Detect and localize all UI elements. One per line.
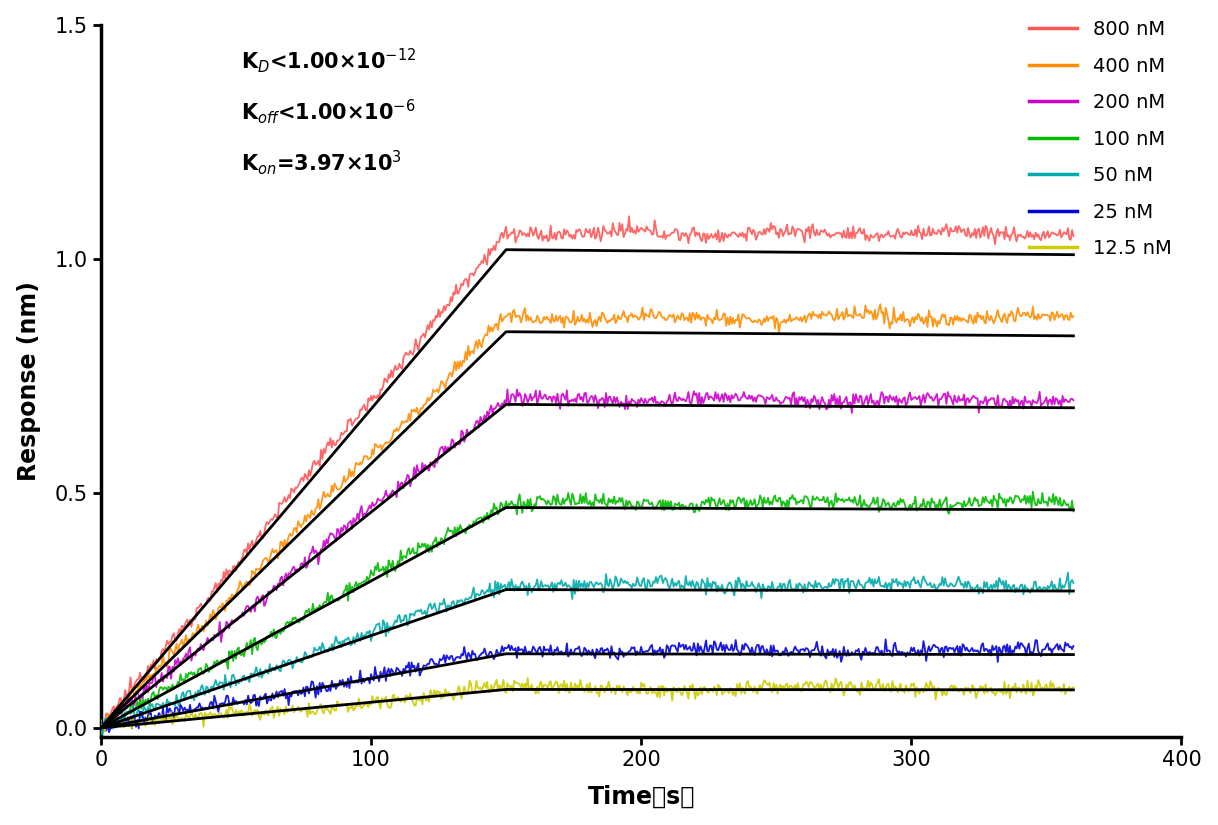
25 nM (979, 644, 994, 654)
25 nM (764, 641, 778, 651)
800 nM (764, 218, 778, 228)
12.5 nM (765, 687, 780, 697)
200 nM (764, 393, 778, 403)
800 nM (571, 224, 586, 234)
400 nM (94, 715, 108, 725)
50 nM (667, 578, 682, 588)
Legend: 800 nM, 400 nM, 200 nM, 100 nM, 50 nM, 25 nM, 12.5 nM: 800 nM, 400 nM, 200 nM, 100 nM, 50 nM, 2… (1029, 20, 1172, 258)
100 nM (94, 722, 108, 732)
50 nM (1061, 568, 1075, 577)
100 nM (1066, 507, 1080, 516)
25 nM (101, 728, 116, 738)
100 nM (351, 583, 365, 593)
50 nM (764, 584, 778, 594)
12.5 nM (979, 687, 994, 697)
100 nM (574, 489, 588, 499)
50 nM (978, 582, 993, 592)
25 nM (308, 693, 323, 703)
800 nM (978, 221, 993, 231)
800 nM (94, 724, 108, 733)
X-axis label: Time（s）: Time（s） (587, 785, 694, 808)
400 nM (873, 299, 888, 309)
50 nM (351, 629, 365, 639)
25 nM (1066, 641, 1080, 651)
100 nM (764, 497, 778, 507)
12.5 nM (575, 682, 590, 692)
200 nM (574, 394, 588, 404)
100 nM (978, 492, 993, 502)
Line: 400 nM: 400 nM (101, 304, 1073, 729)
100 nM (95, 728, 110, 738)
400 nM (667, 318, 682, 328)
Line: 25 nM: 25 nM (101, 639, 1073, 733)
100 nM (1026, 487, 1040, 497)
200 nM (501, 384, 515, 394)
12.5 nM (1066, 682, 1080, 692)
12.5 nM (351, 701, 365, 711)
12.5 nM (308, 710, 323, 719)
Line: 12.5 nM: 12.5 nM (101, 678, 1073, 732)
25 nM (351, 677, 365, 687)
Line: 200 nM: 200 nM (101, 389, 1073, 731)
200 nM (307, 549, 322, 559)
Line: 50 nM: 50 nM (101, 573, 1073, 734)
100 nM (667, 499, 682, 509)
50 nM (308, 645, 323, 655)
12.5 nM (669, 687, 683, 697)
50 nM (94, 726, 108, 736)
25 nM (94, 719, 108, 728)
200 nM (667, 388, 682, 398)
50 nM (95, 729, 110, 739)
800 nM (621, 211, 636, 221)
50 nM (574, 582, 588, 592)
50 nM (1066, 578, 1080, 588)
800 nM (348, 413, 363, 423)
200 nM (348, 515, 363, 525)
Line: 100 nM: 100 nM (101, 492, 1073, 733)
400 nM (308, 503, 323, 513)
12.5 nM (97, 727, 112, 737)
12.5 nM (520, 673, 535, 683)
400 nM (95, 724, 110, 734)
25 nM (878, 634, 893, 644)
100 nM (308, 604, 323, 614)
400 nM (764, 312, 778, 322)
Text: K$_{D}$<1.00×10$^{-12}$
K$_{off}$<1.00×10$^{-6}$
K$_{on}$=3.97×10$^{3}$: K$_{D}$<1.00×10$^{-12}$ K$_{off}$<1.00×1… (241, 46, 417, 177)
800 nM (307, 455, 322, 465)
400 nM (979, 306, 994, 316)
800 nM (667, 224, 682, 234)
800 nM (1066, 231, 1080, 241)
Y-axis label: Response (nm): Response (nm) (17, 281, 40, 481)
200 nM (94, 726, 108, 736)
200 nM (978, 392, 993, 402)
Line: 800 nM: 800 nM (101, 216, 1073, 728)
200 nM (1066, 395, 1080, 405)
400 nM (1066, 311, 1080, 321)
25 nM (667, 641, 682, 651)
25 nM (574, 648, 588, 658)
400 nM (574, 316, 588, 326)
12.5 nM (94, 719, 108, 729)
400 nM (351, 460, 365, 469)
